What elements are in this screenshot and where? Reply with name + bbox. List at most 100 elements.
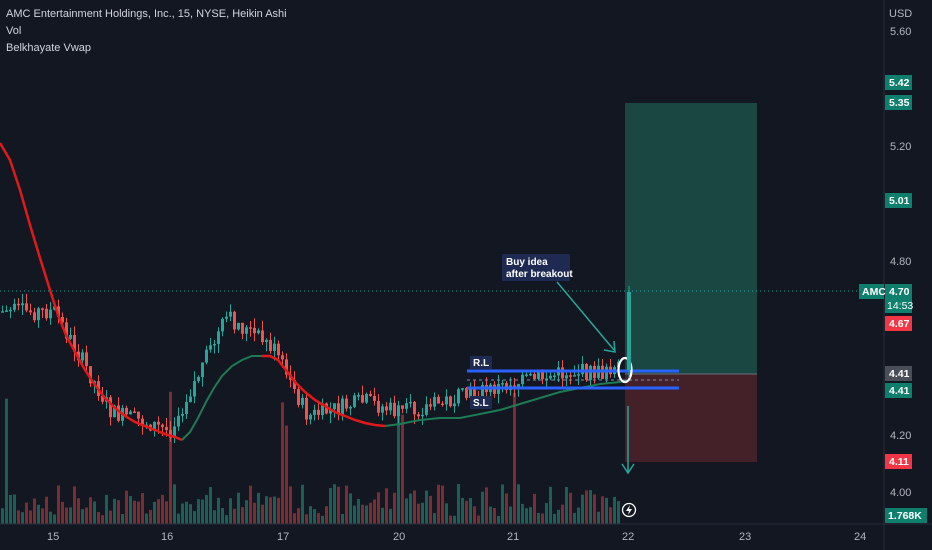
volume-bar bbox=[141, 493, 144, 524]
volume-bar bbox=[41, 508, 44, 524]
vwap-red-line-2 bbox=[262, 354, 386, 428]
rl-label-bg bbox=[470, 356, 492, 369]
symbol-tag: AMC bbox=[859, 284, 886, 299]
volume-bar bbox=[461, 497, 464, 524]
candle-body bbox=[137, 411, 140, 419]
candle-body bbox=[421, 414, 424, 417]
volume-bar bbox=[441, 485, 444, 524]
volume-bar bbox=[609, 507, 612, 524]
breakout-circle[interactable] bbox=[617, 356, 633, 384]
candle-body bbox=[213, 343, 216, 346]
candle-body bbox=[81, 352, 84, 361]
candle-body bbox=[181, 413, 184, 416]
volume-bar bbox=[345, 485, 348, 524]
volume-bar bbox=[185, 501, 188, 524]
volume-bar bbox=[369, 502, 372, 524]
volume-bar bbox=[221, 507, 224, 524]
volume-bar bbox=[577, 507, 580, 524]
price-tag-4-67: 4.67 bbox=[885, 316, 912, 331]
volume-bar bbox=[225, 515, 228, 524]
candle-body bbox=[37, 308, 40, 321]
candle-body bbox=[157, 421, 160, 425]
candle-body bbox=[545, 378, 548, 380]
candle-body bbox=[257, 330, 260, 334]
candle-body bbox=[161, 424, 164, 428]
volume-bar bbox=[97, 511, 100, 524]
price-tag-target: 5.35 bbox=[885, 95, 912, 110]
volume-bar bbox=[45, 496, 48, 524]
candle-body bbox=[17, 303, 20, 306]
x-tick-23: 23 bbox=[739, 531, 751, 543]
volume-bar bbox=[565, 486, 568, 524]
candle-body bbox=[209, 345, 212, 350]
candle-body bbox=[453, 403, 456, 407]
volume-bar bbox=[329, 488, 332, 524]
volume-bar bbox=[245, 500, 248, 524]
candle-body bbox=[125, 407, 128, 415]
idea-arrow-head bbox=[603, 340, 616, 353]
candle-body bbox=[221, 318, 224, 332]
volume-bar bbox=[349, 493, 352, 524]
candle-body bbox=[69, 334, 72, 339]
candle-body bbox=[577, 374, 580, 376]
volume-bar bbox=[421, 502, 424, 524]
y-tick-4-80: 4.80 bbox=[890, 256, 911, 268]
flash-icon[interactable] bbox=[621, 502, 637, 518]
price-tag-5-42: 5.42 bbox=[885, 75, 912, 90]
svg-text:1.768K: 1.768K bbox=[888, 510, 922, 522]
candle-body bbox=[481, 385, 484, 400]
volume-bar bbox=[605, 497, 608, 524]
volume-bar bbox=[313, 509, 316, 524]
volume-bar bbox=[209, 486, 212, 524]
svg-text:4.41: 4.41 bbox=[889, 385, 910, 397]
volume-bar bbox=[301, 484, 304, 524]
candle-body bbox=[249, 327, 252, 329]
candle-body bbox=[405, 403, 408, 409]
volume-bar bbox=[189, 504, 192, 524]
y-tick-4-20: 4.20 bbox=[890, 430, 911, 442]
volume-bar bbox=[525, 508, 528, 524]
candle-body bbox=[365, 393, 368, 403]
volume-indicator-label[interactable]: Vol bbox=[6, 25, 22, 37]
vwap-indicator-label[interactable]: Belkhayate Vwap bbox=[6, 42, 91, 54]
chart-legend-title[interactable]: AMC Entertainment Holdings, Inc., 15, NY… bbox=[6, 8, 287, 20]
volume-bar bbox=[477, 515, 480, 524]
y-tick-5-20: 5.20 bbox=[890, 141, 911, 153]
idea-callout-bg bbox=[502, 254, 570, 281]
volume-bar bbox=[157, 499, 160, 524]
candle-body bbox=[85, 352, 88, 367]
volume-bar bbox=[497, 515, 500, 524]
candle-body bbox=[529, 373, 532, 376]
volume-bar bbox=[285, 425, 288, 524]
candle-body bbox=[321, 403, 324, 415]
volume-bar bbox=[533, 494, 536, 524]
volume-bar bbox=[377, 492, 380, 524]
vwap-green-line-2 bbox=[384, 379, 631, 427]
candle-body bbox=[297, 389, 300, 405]
volume-bar bbox=[341, 513, 344, 524]
volume-bar bbox=[21, 512, 24, 524]
volume-bar bbox=[489, 506, 492, 524]
volume-bar bbox=[57, 485, 60, 524]
volume-bar bbox=[253, 502, 256, 524]
volume-bar bbox=[13, 494, 16, 524]
volume-bar bbox=[521, 503, 524, 524]
candle-body bbox=[41, 308, 44, 310]
candle-body bbox=[241, 322, 244, 334]
volume-bar bbox=[601, 496, 604, 524]
volume-bar bbox=[293, 513, 296, 524]
candle-body bbox=[449, 396, 452, 407]
sl-label: S.L bbox=[473, 398, 489, 409]
volume-bar bbox=[261, 504, 264, 524]
y-axis-currency: USD bbox=[889, 8, 912, 20]
profit-zone[interactable] bbox=[625, 103, 757, 374]
candle-body bbox=[533, 373, 536, 379]
svg-text:4.11: 4.11 bbox=[889, 456, 909, 468]
volume-bar bbox=[233, 508, 236, 524]
volume-bar bbox=[509, 506, 512, 524]
volume-bar bbox=[397, 410, 400, 524]
volume-bar bbox=[277, 497, 280, 524]
volume-bar bbox=[465, 500, 468, 524]
candle-body bbox=[605, 366, 608, 379]
